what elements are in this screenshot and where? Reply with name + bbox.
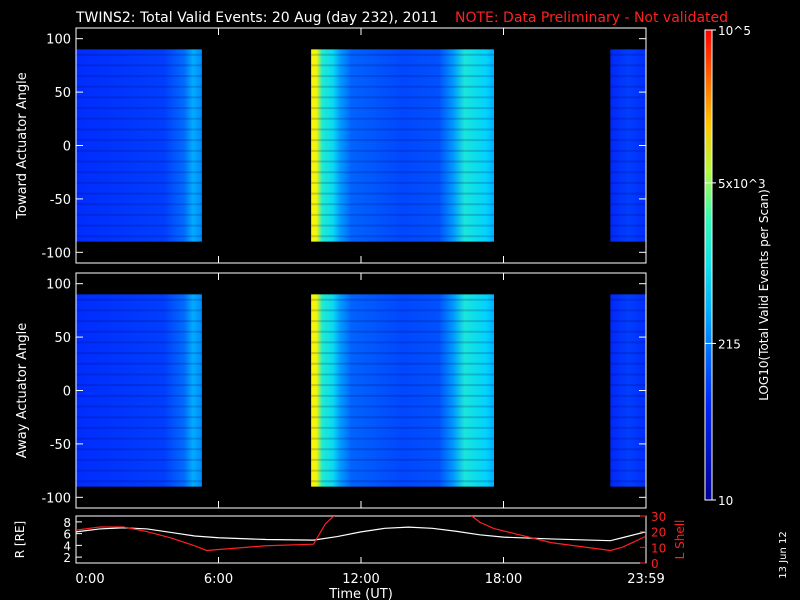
r-axis-label: R [RE] xyxy=(13,521,27,558)
heatmap-segment xyxy=(311,294,494,487)
y-tick-label: -100 xyxy=(41,491,71,506)
heatmap-panel-away: 100 50 0 -50 -100 Away Actuator Angle xyxy=(15,272,647,509)
y-axis-label: Away Actuator Angle xyxy=(15,323,30,458)
lshell-series-line xyxy=(76,516,646,552)
r-tick-label: 8 xyxy=(63,516,71,530)
x-tick-label: 12:00 xyxy=(342,572,379,587)
lshell-tick-label: 0 xyxy=(651,557,659,571)
chart-title: TWINS2: Total Valid Events: 20 Aug (day … xyxy=(75,10,438,26)
y-tick-label: -50 xyxy=(50,193,71,208)
r-tick-label: 4 xyxy=(63,539,71,553)
heatmap-segment xyxy=(76,49,202,242)
r-tick-label: 6 xyxy=(63,528,71,542)
colorbar-label: LOG10(Total Valid Events per Scan) xyxy=(757,189,771,401)
lshell-tick-label: 20 xyxy=(651,526,666,540)
y-tick-label: 100 xyxy=(46,33,71,48)
r-tick-label: 2 xyxy=(63,551,71,565)
date-stamp: 13 Jun 12 xyxy=(778,531,789,578)
heatmap-segment xyxy=(76,294,202,487)
x-tick-label: 18:00 xyxy=(485,572,522,587)
lshell-tick-label: 10 xyxy=(651,541,666,555)
y-axis-label: Toward Actuator Angle xyxy=(15,72,30,219)
y-tick-label: 50 xyxy=(54,86,71,101)
y-tick-label: 100 xyxy=(46,278,71,293)
preliminary-note: NOTE: Data Preliminary - Not validated xyxy=(455,10,728,26)
colorbar-tick-label: 5x10^3 xyxy=(718,177,766,191)
y-tick-label: 0 xyxy=(63,385,71,400)
lshell-axis-label: L Shell xyxy=(673,520,687,560)
y-tick-label: 50 xyxy=(54,331,71,346)
y-tick-label: -100 xyxy=(41,246,71,261)
colorbar-tick-label: 10^5 xyxy=(718,24,751,38)
x-axis-label: Time (UT) xyxy=(328,587,393,600)
x-tick-label: 6:00 xyxy=(204,572,233,587)
heatmap-panel-toward: 100 50 0 -50 -100 Toward Actuator Angle xyxy=(15,27,647,264)
colorbar-tick-label: 215 xyxy=(718,337,741,351)
colorbar: 10 215 5x10^3 10^5 LOG10(Total Valid Events … xyxy=(704,24,771,508)
y-tick-label: -50 xyxy=(50,438,71,453)
colorbar-tick-label: 10 xyxy=(718,494,733,508)
x-tick-label: 23:59 xyxy=(627,572,664,587)
y-tick-label: 0 xyxy=(63,140,71,155)
heatmap-segment xyxy=(311,49,494,242)
x-tick-label: 0:00 xyxy=(75,572,104,587)
lshell-tick-label: 30 xyxy=(651,510,666,524)
colorbar-gradient xyxy=(704,29,713,501)
r-series-line xyxy=(76,526,646,542)
